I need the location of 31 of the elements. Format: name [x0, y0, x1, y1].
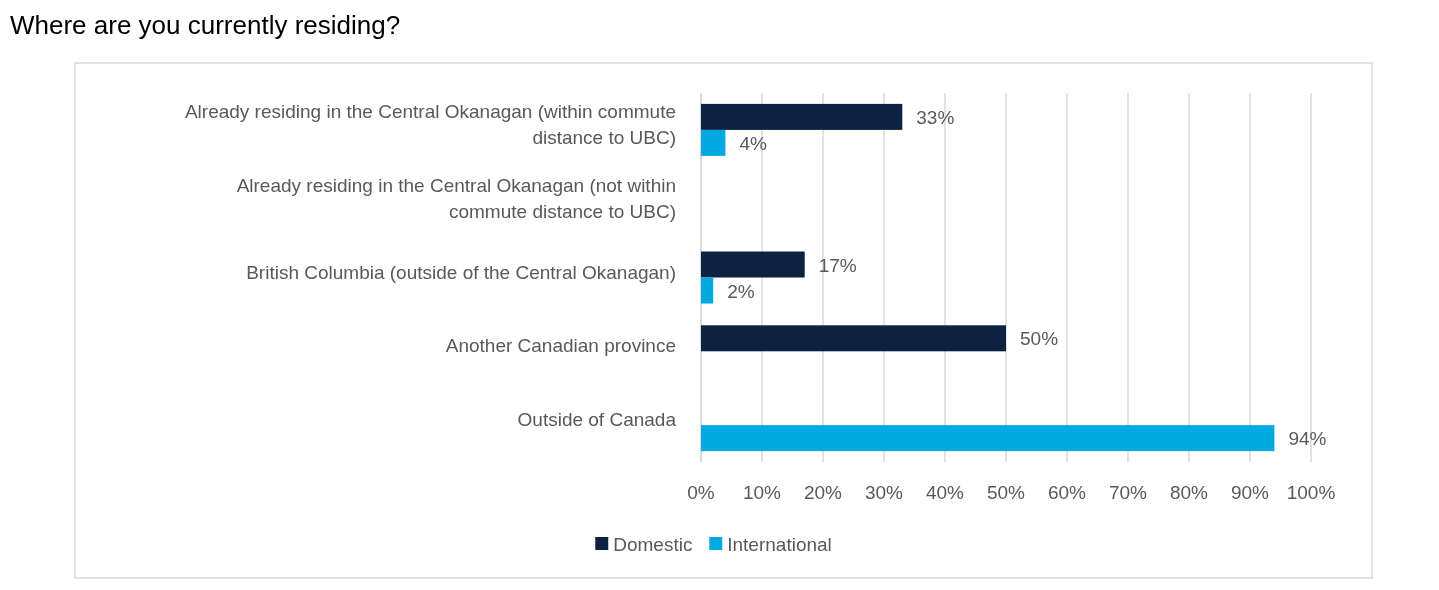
- x-tick-label: 10%: [742, 482, 782, 503]
- y-tick-label: Already residing in the Central Okanagan (within commute distance to UBC): [184, 100, 676, 148]
- data-label: 2%: [727, 280, 755, 302]
- x-tick-label: 70%: [1108, 482, 1148, 503]
- y-tick-label: British Columbia (outside of the Central Okanagan): [246, 261, 676, 283]
- x-tick-label: 90%: [1230, 482, 1270, 503]
- data-label: 33%: [916, 106, 955, 128]
- legend-label: International: [727, 534, 832, 555]
- bar: [701, 325, 1006, 352]
- bar: [701, 103, 903, 130]
- data-label: 50%: [1020, 328, 1059, 350]
- bar: [701, 277, 714, 304]
- text: Where are you currently residing?: [10, 10, 401, 40]
- bar: [701, 251, 805, 278]
- x-tick-label: 50%: [986, 482, 1026, 503]
- data-label: 94%: [1288, 428, 1327, 450]
- x-tick-label: 40%: [925, 482, 965, 503]
- x-tick-label: 20%: [803, 482, 843, 503]
- y-tick-label: Already residing in the Central Okanagan (not within commute distance to UBC): [236, 174, 676, 222]
- data-label: 4%: [739, 132, 767, 154]
- x-tick-label: 0%: [687, 482, 715, 503]
- legend-label: Domestic: [613, 534, 693, 555]
- bar: [701, 129, 726, 156]
- x-tick-label: 100%: [1286, 482, 1336, 503]
- bar: [701, 425, 1275, 452]
- data-label: 17%: [818, 254, 857, 276]
- y-tick-label: Another Canadian province: [445, 335, 676, 357]
- x-tick-label: 80%: [1169, 482, 1209, 503]
- x-tick-label: 60%: [1047, 482, 1087, 503]
- y-tick-label: Outside of Canada: [517, 409, 677, 431]
- x-tick-label: 30%: [864, 482, 904, 503]
